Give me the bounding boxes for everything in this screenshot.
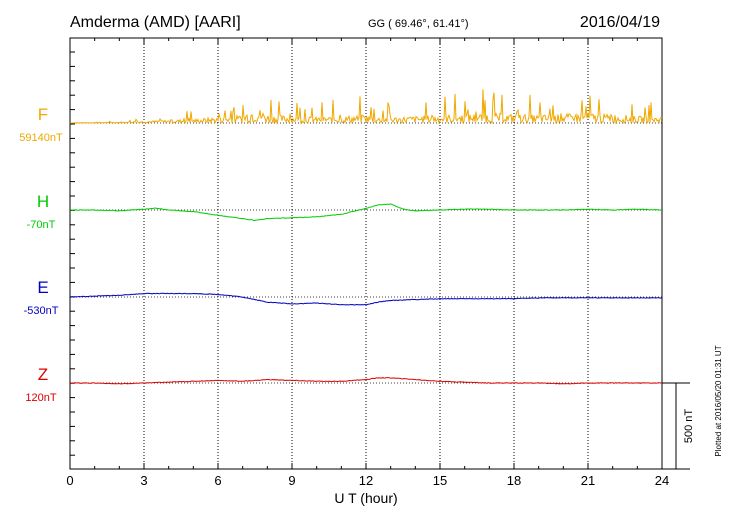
x-tick-label-24: 24: [655, 473, 669, 488]
x-tick-label-15: 15: [433, 473, 447, 488]
plot-date: 2016/04/19: [580, 14, 660, 31]
series-baseline-F: 59140nT: [19, 132, 63, 144]
scale-bar-label: 500 nT: [683, 409, 695, 444]
series-baseline-E: -530nT: [24, 305, 59, 317]
y-axis-ticks: [70, 51, 75, 456]
series-line-H: [69, 203, 663, 222]
series-name-E: E: [37, 278, 48, 297]
series-baseline-H: -70nT: [27, 219, 56, 231]
x-tick-label-6: 6: [214, 473, 221, 488]
x-tick-label-21: 21: [581, 473, 595, 488]
x-axis-label: U T (hour): [334, 490, 397, 506]
series-line-F: [70, 89, 663, 125]
x-tick-label-3: 3: [140, 473, 147, 488]
station-title: Amderma (AMD) [AARI]: [70, 14, 241, 31]
series-line-E: [69, 292, 663, 306]
plotted-timestamp: Plotted at 2016/05/20 01:31 UT: [714, 345, 723, 456]
series-line-Z: [69, 377, 663, 385]
series-lines: [69, 89, 663, 385]
scale-bar: 500 nT: [662, 382, 695, 470]
x-tick-label-12: 12: [359, 473, 373, 488]
x-tick-label-18: 18: [507, 473, 521, 488]
x-tick-label-0: 0: [66, 473, 73, 488]
vertical-gridlines: [143, 38, 589, 469]
series-name-F: F: [38, 105, 48, 124]
series-labels: F 59140nT H -70nT E -530nT Z 120nT: [19, 105, 63, 404]
x-axis-ticks: 0 3 6 9 12 15 18 21 24: [66, 38, 669, 488]
station-coordinates: GG ( 69.46°, 61.41°): [368, 18, 469, 30]
x-tick-label-9: 9: [288, 473, 295, 488]
series-name-Z: Z: [38, 365, 48, 384]
series-baseline-Z: 120nT: [25, 392, 56, 404]
series-name-H: H: [37, 192, 49, 211]
